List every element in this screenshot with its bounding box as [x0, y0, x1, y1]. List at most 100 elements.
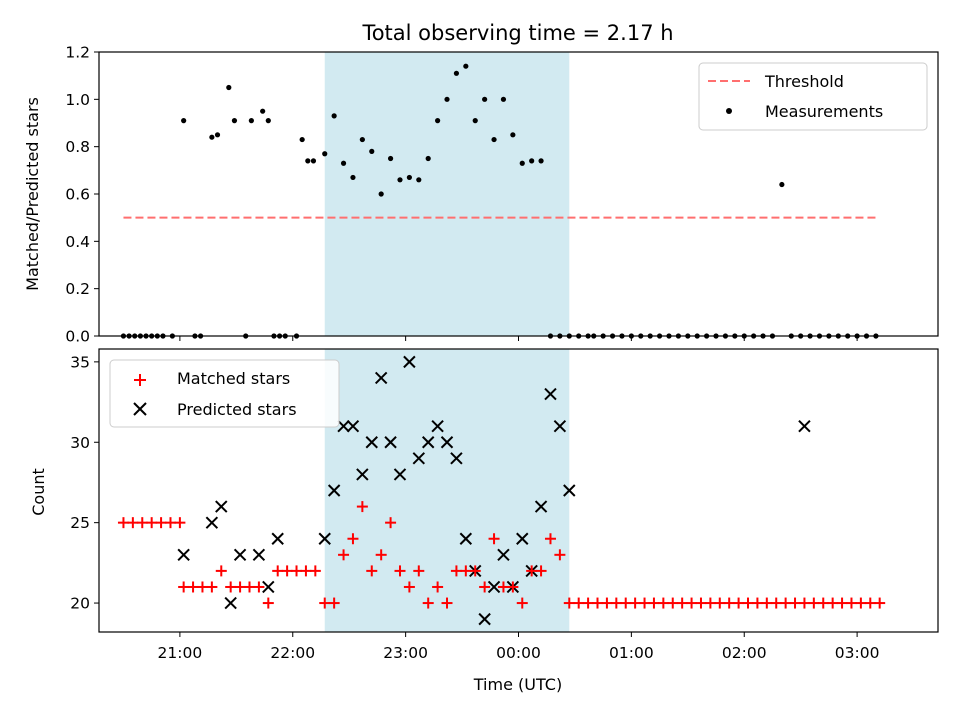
- predicted-point: [403, 355, 416, 369]
- bottom-x-tick-label: 23:00: [383, 644, 428, 662]
- bottom-y-tick-label: 35: [70, 353, 90, 371]
- predicted-point-stroke: [798, 419, 811, 433]
- top-y-axis: 0.0 0.2 0.4 0.6 0.8 1.0 1.2: [65, 44, 99, 346]
- predicted-point: [544, 387, 557, 401]
- predicted-point: [365, 436, 378, 449]
- predicted-point-stroke: [544, 387, 557, 401]
- legend-matched-swatch: [134, 374, 146, 386]
- measurement-point: [181, 118, 187, 124]
- legend-matched-label: Matched stars: [177, 369, 290, 388]
- matched-point: [356, 501, 368, 513]
- measurement-point: [397, 177, 403, 183]
- matched-point: [375, 549, 387, 561]
- measurement-point: [444, 96, 450, 102]
- matched-point: [328, 597, 340, 609]
- measurement-point: [359, 136, 365, 143]
- predicted-point: [450, 452, 463, 465]
- matched-point: [535, 565, 547, 577]
- top-legend: Threshold Measurements: [698, 62, 928, 131]
- matched-point: [770, 597, 782, 609]
- matched-point: [215, 565, 227, 577]
- measurement-point: [519, 160, 525, 166]
- bottom-x-tick-label: 02:00: [722, 644, 767, 662]
- matched-point: [117, 517, 129, 529]
- matched-point: [704, 597, 716, 609]
- predicted-point: [346, 419, 360, 433]
- predicted-point-stroke: [337, 419, 350, 433]
- measurement-point: [214, 132, 221, 138]
- matched-point: [469, 565, 481, 577]
- predicted-point-stroke: [356, 468, 369, 481]
- predicted-point: [252, 548, 266, 562]
- matched-point: [441, 597, 453, 609]
- matched-point: [620, 597, 632, 609]
- bottom-x-tick-label: 22:00: [270, 644, 315, 662]
- legend-measurement-swatch: [726, 108, 732, 114]
- matched-point: [291, 565, 303, 577]
- matched-point: [262, 597, 274, 609]
- matched-point: [845, 597, 857, 609]
- predicted-point-stroke: [327, 484, 341, 497]
- predicted-point: [478, 612, 491, 626]
- bottom-shaded-region: [324, 349, 570, 632]
- predicted-point: [553, 419, 567, 433]
- matched-point: [761, 597, 773, 609]
- matched-point: [610, 597, 622, 609]
- predicted-point-stroke: [421, 436, 435, 449]
- predicted-point-stroke: [271, 532, 284, 545]
- measurement-point: [265, 118, 271, 124]
- matched-point: [733, 597, 745, 609]
- measurement-point: [260, 108, 266, 114]
- matched-point: [422, 597, 434, 609]
- measurement-point: [491, 136, 497, 143]
- measurement-point: [425, 155, 431, 162]
- matched-point: [855, 597, 867, 609]
- measurement-point: [482, 96, 488, 102]
- matched-point: [836, 597, 848, 609]
- predicted-point: [412, 452, 426, 465]
- predicted-point-stroke: [318, 532, 331, 545]
- matched-point: [751, 597, 763, 609]
- measurement-point: [472, 118, 478, 124]
- matched-point: [413, 565, 425, 577]
- predicted-point: [374, 371, 388, 385]
- matched-point: [187, 581, 199, 593]
- bottom-legend-box: [109, 359, 340, 428]
- matched-point: [432, 581, 444, 593]
- predicted-point-stroke: [459, 532, 473, 545]
- predicted-point: [233, 548, 247, 562]
- matched-point: [272, 565, 284, 577]
- matched-point: [338, 549, 350, 561]
- matched-point: [155, 517, 167, 529]
- predicted-point: [318, 532, 331, 545]
- predicted-point-stroke: [177, 548, 190, 562]
- matched-point: [544, 533, 556, 545]
- measurement-point: [248, 118, 254, 124]
- predicted-point-stroke: [553, 419, 567, 433]
- top-y-tick-label: 0.8: [65, 138, 90, 156]
- measurement-point: [305, 158, 311, 164]
- measurement-point: [416, 177, 422, 183]
- top-y-tick-label: 0.0: [65, 328, 90, 346]
- matched-point: [648, 597, 660, 609]
- bottom-y-axis: 20 25 30 35: [70, 353, 99, 613]
- predicted-point-stroke: [252, 548, 266, 562]
- measurement-point: [322, 151, 328, 157]
- bottom-x-tick-label: 01:00: [609, 644, 654, 662]
- measurement-point: [310, 158, 317, 164]
- matched-point: [573, 597, 585, 609]
- matched-point: [686, 597, 698, 609]
- predicted-point-stroke: [365, 436, 378, 449]
- matched-point: [789, 597, 801, 609]
- bottom-y-tick-label: 30: [70, 434, 90, 452]
- predicted-point: [459, 532, 473, 545]
- predicted-point: [421, 436, 435, 449]
- matched-point: [460, 565, 472, 577]
- legend-predicted-label: Predicted stars: [177, 400, 297, 419]
- matched-point: [319, 597, 331, 609]
- matched-point: [742, 597, 754, 609]
- bottom-x-tick-label: 00:00: [496, 644, 541, 662]
- predicted-point: [431, 419, 444, 433]
- predicted-point-stroke: [224, 596, 237, 610]
- predicted-point-stroke: [487, 580, 501, 594]
